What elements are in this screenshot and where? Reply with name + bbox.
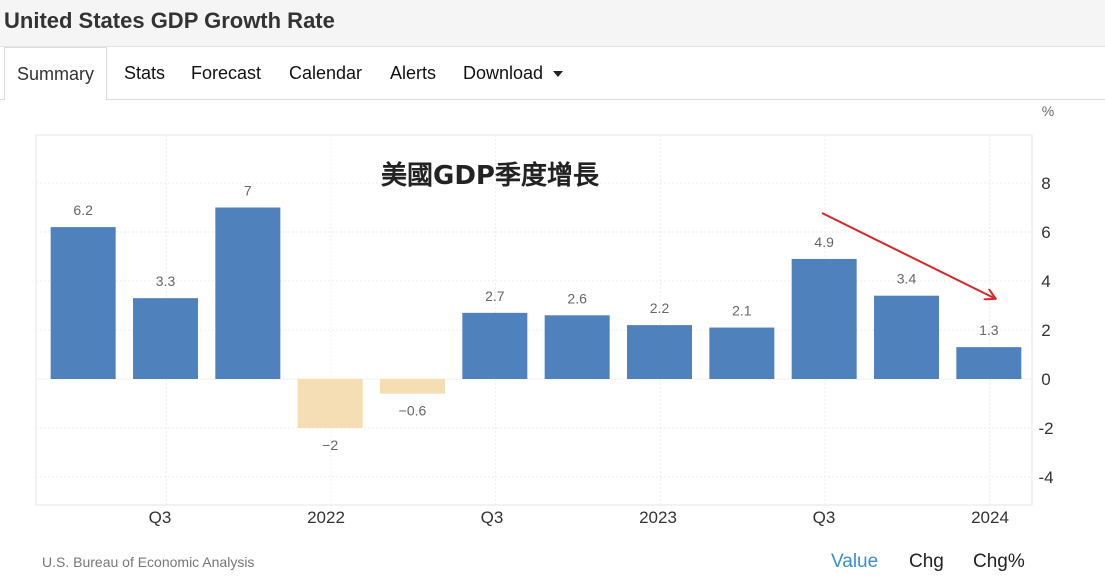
tab-summary[interactable]: Summary (4, 47, 108, 101)
x-tick-label: 2023 (639, 508, 677, 527)
value-toggle[interactable]: Value (831, 551, 879, 572)
tab-download[interactable]: Download (463, 47, 564, 99)
tab-forecast[interactable]: Forecast (191, 63, 262, 83)
data-label: 3.3 (156, 273, 176, 289)
trend-arrow-icon (821, 212, 994, 298)
x-axis: Q3 2022 Q3 2023 Q3 2024 (149, 508, 1009, 527)
y-unit-label: % (1042, 103, 1054, 119)
tab-download-label: Download (463, 63, 544, 83)
y-tick-label: 0 (1041, 370, 1050, 389)
bar[interactable] (215, 207, 281, 380)
data-label: 2.2 (650, 300, 670, 316)
x-tick-label: Q3 (813, 508, 836, 527)
data-label: −2 (322, 437, 338, 453)
data-labels-group: 6.2 3.3 7 −2 −0.6 2.7 2.6 2.2 2.1 4.9 3.4 1.3 (73, 183, 998, 454)
bar[interactable] (380, 379, 445, 394)
data-label: 2.6 (567, 290, 587, 306)
bars-group (50, 207, 1022, 428)
grid-lines (36, 135, 1032, 505)
source-label: U.S. Bureau of Economic Analysis (42, 554, 255, 570)
chg-toggle[interactable]: Chg (909, 551, 944, 572)
x-tick-label: 2024 (971, 508, 1009, 527)
bar[interactable] (462, 312, 528, 379)
tab-calendar[interactable]: Calendar (289, 63, 363, 83)
tab-stats[interactable]: Stats (124, 63, 166, 83)
caret-down-icon (553, 71, 564, 78)
y-tick-label: 2 (1041, 321, 1050, 340)
page-title: United States GDP Growth Rate (4, 8, 335, 33)
y-tick-label: 4 (1041, 272, 1050, 291)
header-bar: United States GDP Growth Rate (0, 0, 1105, 47)
data-label: 6.2 (73, 202, 93, 218)
bar[interactable] (50, 227, 116, 379)
data-label: 1.3 (979, 322, 999, 338)
y-tick-label: -4 (1038, 468, 1053, 487)
y-tick-label: 8 (1041, 174, 1050, 193)
bar[interactable] (709, 327, 775, 379)
data-label: 2.1 (732, 303, 752, 319)
x-tick-label: Q3 (149, 508, 172, 527)
data-label: −0.6 (399, 403, 427, 419)
x-tick-label: Q3 (481, 508, 504, 527)
data-label: 3.4 (897, 271, 917, 287)
bar[interactable] (874, 295, 939, 379)
chart-title: 美國GDP季度增長 (381, 160, 600, 191)
data-label: 4.9 (814, 234, 834, 250)
data-label: 2.7 (485, 288, 505, 304)
y-axis: 8 6 4 2 0 -2 -4 (1038, 174, 1053, 487)
x-tick-label: 2022 (307, 508, 345, 527)
bar[interactable] (627, 325, 692, 379)
tab-bar: Summary Stats Forecast Calendar Alerts D… (0, 47, 1105, 101)
tab-alerts[interactable]: Alerts (390, 63, 437, 83)
bar[interactable] (956, 347, 1022, 379)
bar[interactable] (133, 298, 198, 379)
chg-percent-toggle[interactable]: Chg% (973, 551, 1025, 572)
plot-frame (35, 134, 1033, 506)
bar[interactable] (544, 315, 610, 379)
bar[interactable] (297, 379, 363, 428)
gdp-chart: 6.23.37−2−0.62.7 2.62.2 2.14.93.41.3 86420… (35, 103, 1054, 527)
data-label: 7 (244, 183, 252, 199)
y-tick-label: 6 (1041, 223, 1050, 242)
bar[interactable] (791, 258, 857, 379)
y-tick-label: -2 (1038, 419, 1053, 438)
